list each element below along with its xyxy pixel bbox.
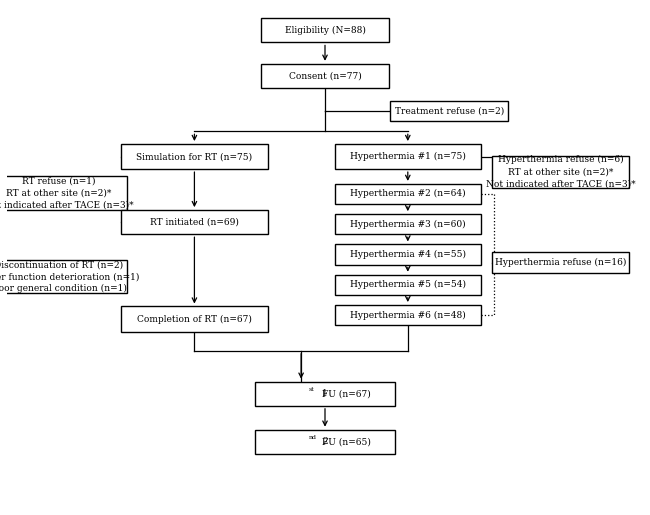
FancyBboxPatch shape [335, 274, 481, 295]
Text: Hyperthermia refuse (n=6)
RT at other site (n=2)*
Not indicated after TACE (n=3): Hyperthermia refuse (n=6) RT at other si… [486, 156, 636, 188]
Text: Hyperthermia #2 (n=64): Hyperthermia #2 (n=64) [350, 190, 465, 198]
Text: Hyperthermia #4 (n=55): Hyperthermia #4 (n=55) [350, 250, 466, 259]
Text: nd: nd [309, 435, 317, 440]
FancyBboxPatch shape [335, 245, 481, 265]
Text: Hyperthermia #5 (n=54): Hyperthermia #5 (n=54) [350, 280, 466, 289]
Text: Treatment refuse (n=2): Treatment refuse (n=2) [395, 107, 504, 116]
FancyBboxPatch shape [492, 156, 629, 188]
Text: 1: 1 [322, 389, 328, 398]
FancyBboxPatch shape [390, 101, 508, 121]
FancyBboxPatch shape [492, 252, 629, 272]
Text: Simulation for RT (n=75): Simulation for RT (n=75) [136, 152, 252, 161]
FancyBboxPatch shape [335, 184, 481, 204]
Text: Completion of RT (n=67): Completion of RT (n=67) [137, 315, 252, 323]
Text: st: st [309, 387, 315, 392]
Text: Hyperthermia #3 (n=60): Hyperthermia #3 (n=60) [350, 219, 465, 229]
Text: Hyperthermia #1 (n=75): Hyperthermia #1 (n=75) [350, 152, 466, 161]
FancyBboxPatch shape [335, 214, 481, 234]
FancyBboxPatch shape [335, 305, 481, 325]
FancyBboxPatch shape [255, 382, 395, 406]
Text: Eligibility (N=88): Eligibility (N=88) [285, 26, 365, 35]
FancyBboxPatch shape [121, 144, 268, 169]
Text: Hyperthermia refuse (n=16): Hyperthermia refuse (n=16) [495, 258, 627, 267]
Text: RT initiated (n=69): RT initiated (n=69) [150, 218, 239, 227]
FancyBboxPatch shape [261, 18, 389, 43]
Text: 2: 2 [322, 437, 328, 446]
Text: FU (n=65): FU (n=65) [318, 437, 370, 446]
Text: RT refuse (n=1)
RT at other site (n=2)*
Not indicated after TACE (n=3)*: RT refuse (n=1) RT at other site (n=2)* … [0, 177, 133, 209]
Text: Hyperthermia #6 (n=48): Hyperthermia #6 (n=48) [350, 311, 465, 320]
FancyBboxPatch shape [121, 306, 268, 332]
FancyBboxPatch shape [121, 210, 268, 234]
FancyBboxPatch shape [0, 176, 127, 210]
FancyBboxPatch shape [261, 64, 389, 88]
Text: FU (n=67): FU (n=67) [318, 389, 370, 398]
Text: Discontinuation of RT (n=2)
 Liver function deterioration (n=1)
 Poor general co: Discontinuation of RT (n=2) Liver functi… [0, 260, 139, 293]
Text: Consent (n=77): Consent (n=77) [289, 71, 361, 80]
FancyBboxPatch shape [255, 430, 395, 454]
FancyBboxPatch shape [335, 144, 481, 169]
FancyBboxPatch shape [0, 260, 127, 294]
